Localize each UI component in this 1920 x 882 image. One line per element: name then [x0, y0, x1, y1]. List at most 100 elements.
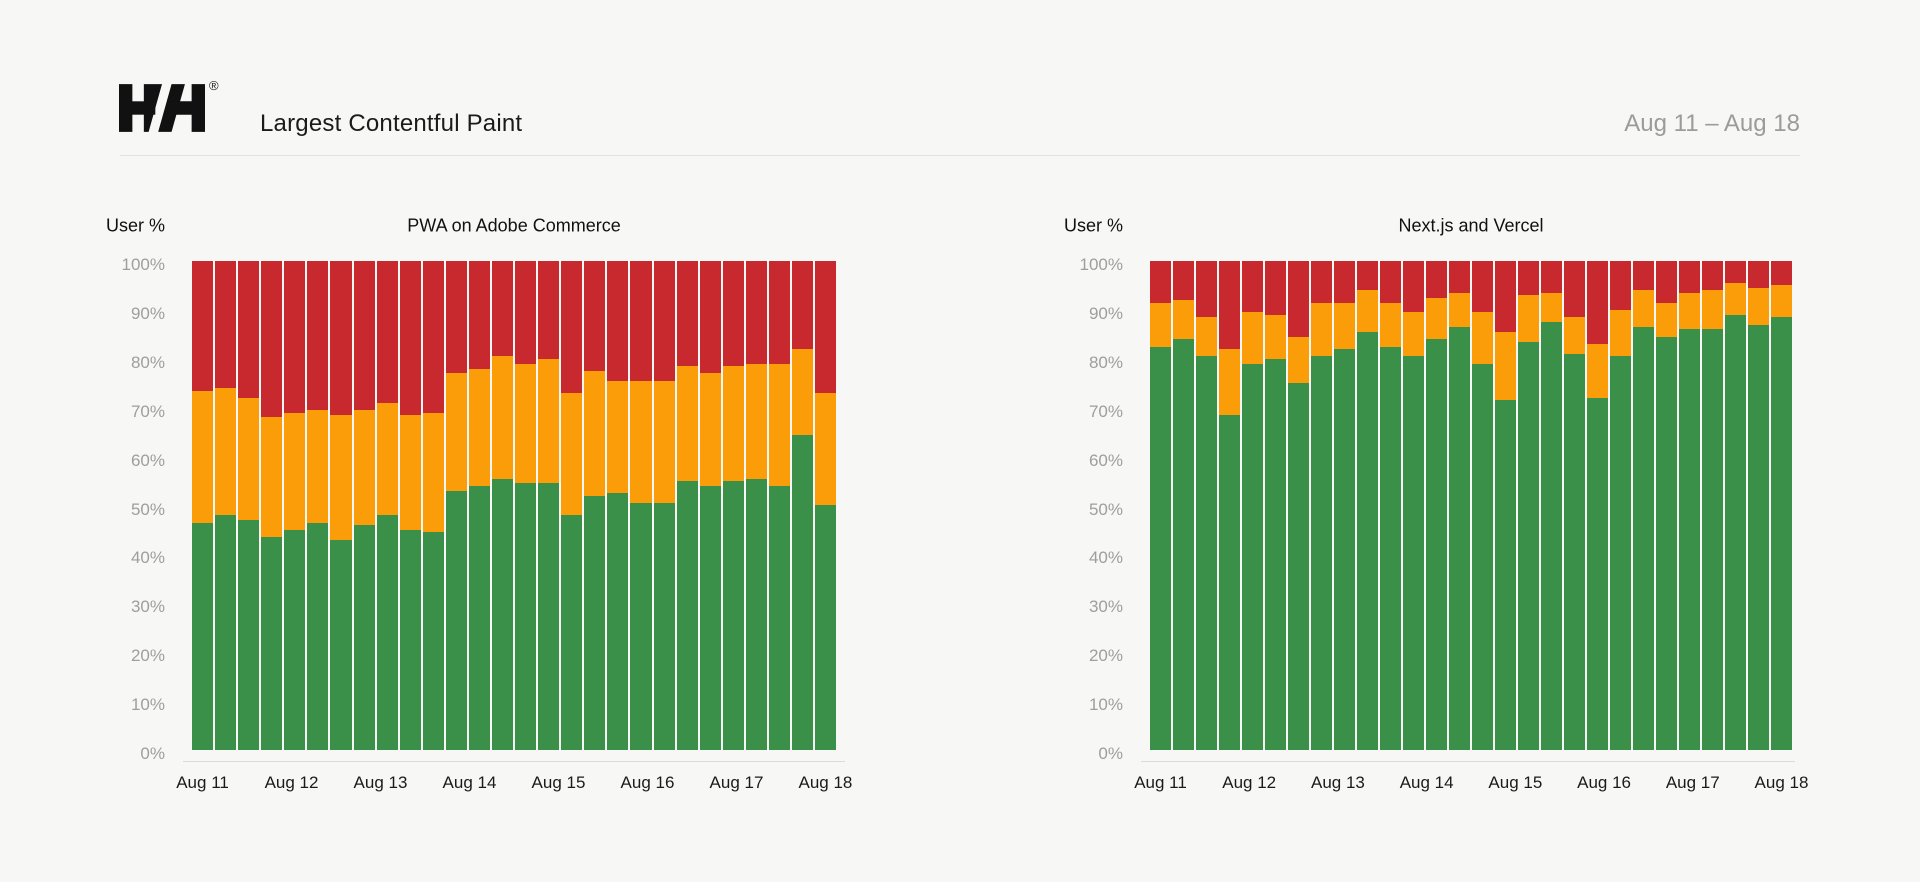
- x-axis-label: Aug 13: [353, 773, 408, 792]
- bar-segment-poor: [1702, 261, 1723, 291]
- plot-area: [192, 261, 837, 750]
- bar-segment-needs-improvement: [1242, 312, 1263, 364]
- bar-segment-needs-improvement: [399, 415, 421, 530]
- stacked-bar: [1656, 261, 1677, 750]
- stacked-bar: [1771, 261, 1792, 750]
- bar-segment-good: [1702, 329, 1723, 750]
- bar-segment-good: [1564, 353, 1585, 750]
- y-axis-tick-label: 50%: [130, 499, 165, 519]
- bar-segment-needs-improvement: [468, 368, 491, 486]
- bar-segment-good: [284, 529, 306, 750]
- bar-segment-needs-improvement: [1656, 302, 1677, 337]
- bar-segment-poor: [1265, 261, 1286, 315]
- bar-segment-poor: [445, 261, 467, 374]
- stacked-bar: [630, 261, 652, 750]
- bar-segment-good: [215, 515, 237, 750]
- bar-segment-needs-improvement: [745, 363, 767, 479]
- bar-segment-poor: [192, 261, 214, 391]
- bar-segment-poor: [1173, 261, 1194, 301]
- bar-segment-needs-improvement: [515, 363, 537, 484]
- stacked-bar: [1633, 261, 1654, 750]
- bar-segment-needs-improvement: [238, 397, 260, 521]
- stacked-bar: [584, 261, 606, 750]
- bar-segment-good: [192, 522, 214, 750]
- x-axis-line: [183, 761, 845, 762]
- bar-segment-needs-improvement: [722, 366, 744, 482]
- stacked-bar: [1334, 261, 1355, 750]
- x-axis-label: Aug 12: [1222, 773, 1277, 792]
- plot-area: [1150, 261, 1792, 750]
- bar-segment-needs-improvement: [676, 366, 698, 482]
- bar-segment-good: [676, 481, 698, 750]
- bar-segment-needs-improvement: [1311, 302, 1332, 357]
- bar-segment-good: [1748, 324, 1769, 750]
- bar-segment-poor: [1541, 261, 1562, 293]
- bar-segment-needs-improvement: [1518, 295, 1539, 342]
- bar-segment-good: [1495, 400, 1516, 750]
- stacked-bar: [284, 261, 306, 750]
- x-axis-label: Aug 17: [709, 773, 764, 792]
- bar-segment-good: [1403, 356, 1424, 750]
- stacked-bar: [1587, 261, 1608, 750]
- bar-segment-poor: [215, 261, 237, 389]
- stacked-bar: [192, 261, 214, 750]
- stacked-bar: [515, 261, 537, 750]
- y-axis-tick-label: 30%: [1088, 597, 1123, 617]
- bar-segment-poor: [1242, 261, 1263, 313]
- stacked-bar: [1380, 261, 1401, 750]
- bar-segment-needs-improvement: [607, 380, 629, 494]
- y-axis-tick-label: 70%: [130, 401, 165, 421]
- bar-segment-good: [538, 483, 560, 750]
- bar-segment-needs-improvement: [1541, 292, 1562, 323]
- bar-segment-poor: [515, 261, 537, 364]
- bar-segment-poor: [261, 261, 283, 418]
- bar-segment-needs-improvement: [1426, 297, 1447, 340]
- stacked-bar: [261, 261, 283, 750]
- stacked-bar: [1748, 261, 1769, 750]
- stacked-bar: [1725, 261, 1746, 750]
- stacked-bar: [1288, 261, 1309, 750]
- bar-segment-poor: [1403, 261, 1424, 313]
- x-axis-label: Aug 15: [531, 773, 586, 792]
- bar-segment-poor: [492, 261, 514, 357]
- bar-segment-poor: [538, 261, 560, 359]
- stacked-bar: [1541, 261, 1562, 750]
- bar-segment-poor: [1771, 261, 1792, 286]
- bar-segment-poor: [376, 261, 398, 403]
- bar-segment-needs-improvement: [768, 363, 791, 486]
- bar-segment-good: [699, 485, 721, 750]
- x-axis-label: Aug 11: [1134, 773, 1187, 792]
- bar-segment-good: [353, 525, 375, 750]
- bar-segment-needs-improvement: [699, 373, 721, 486]
- x-axis-label: Aug 12: [264, 773, 319, 792]
- bar-segment-needs-improvement: [492, 356, 514, 479]
- stacked-bar: [1495, 261, 1516, 750]
- bar-segment-needs-improvement: [192, 390, 214, 523]
- stacked-bar: [1564, 261, 1585, 750]
- bar-segment-poor: [1150, 261, 1171, 303]
- y-axis-tick-label: 100%: [121, 255, 165, 274]
- stacked-bar: [745, 261, 767, 750]
- x-axis-label: Aug 14: [442, 773, 497, 792]
- stacked-bar: [215, 261, 237, 750]
- bar-segment-needs-improvement: [1288, 336, 1309, 384]
- y-axis-tick-label: 10%: [1088, 695, 1123, 715]
- bar-segment-poor: [676, 261, 698, 367]
- stacked-bar: [1449, 261, 1470, 750]
- bar-segment-good: [792, 434, 814, 750]
- date-range: Aug 11 – Aug 18: [1624, 110, 1800, 137]
- bar-segment-good: [307, 522, 329, 750]
- bar-segment-needs-improvement: [1702, 290, 1723, 330]
- bar-segment-good: [238, 520, 260, 750]
- bar-segment-good: [745, 478, 767, 750]
- bar-segment-good: [1242, 363, 1263, 750]
- bar-segment-poor: [745, 261, 767, 364]
- y-axis-tick-label: 10%: [130, 695, 165, 715]
- stacked-bar: [1242, 261, 1263, 750]
- bar-segment-needs-improvement: [353, 410, 375, 526]
- bar-segment-needs-improvement: [215, 388, 237, 516]
- bar-segment-poor: [699, 261, 721, 374]
- bar-segment-good: [1472, 363, 1493, 750]
- stacked-bar: [1196, 261, 1217, 750]
- bar-segment-poor: [1196, 261, 1217, 318]
